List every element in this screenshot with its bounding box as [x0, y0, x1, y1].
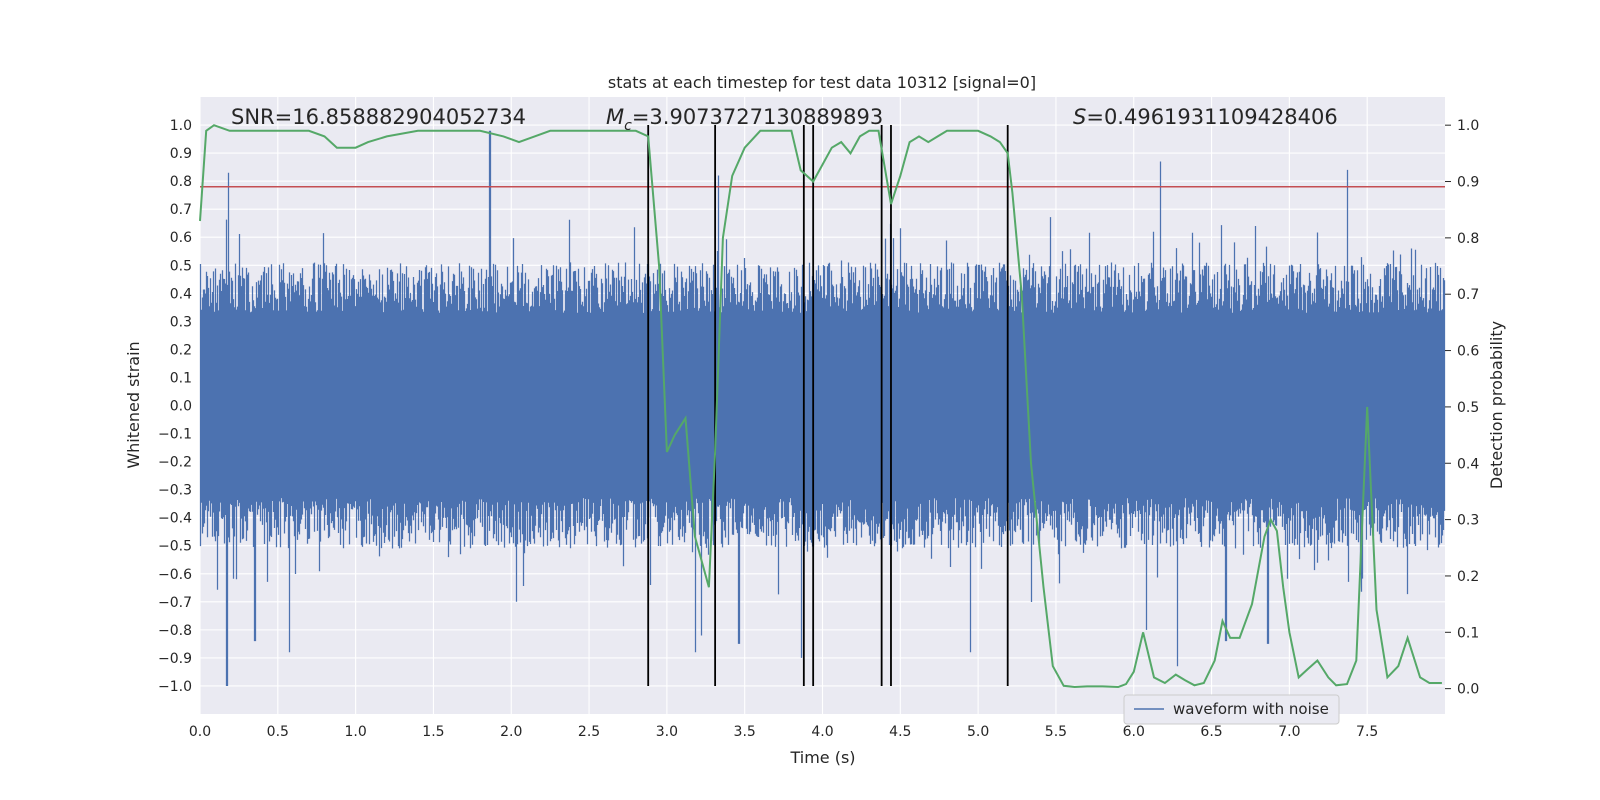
- y-tick-label: −0.9: [158, 651, 192, 667]
- y-left-ticks: 1.0 0.9 0.8 0.7 0.6 0.5 0.4 0.3 0.2 0.1 0.0 −0.1 −0.…: [158, 118, 192, 695]
- probability-series: [199, 124, 1442, 689]
- y-tick-label: −1.0: [158, 679, 192, 695]
- y2-tick-label: 0.0: [1457, 682, 1479, 698]
- y2-tick-label: 0.8: [1457, 231, 1479, 247]
- x-tick-label: 4.5: [889, 724, 911, 740]
- s-annotation: S=0.4961931109428406: [1073, 105, 1338, 129]
- y-tick-label: 0.8: [170, 174, 192, 190]
- y2-tick-label: 0.7: [1457, 287, 1479, 303]
- y-tick-label: −0.7: [158, 595, 192, 611]
- y-tick-label: −0.4: [158, 511, 192, 527]
- y-tick-label: −0.5: [158, 539, 192, 555]
- y-tick-label: 0.0: [170, 399, 192, 415]
- y2-tick-label: 0.5: [1457, 400, 1479, 416]
- y-axis-label: Whitened strain: [124, 341, 143, 468]
- y-tick-label: 0.9: [170, 146, 192, 162]
- y-tick-label: 1.0: [170, 118, 192, 134]
- x-ticks: 0.0 0.5 1.0 1.5 2.0 2.5 3.0 3.5 4.0 4.5 5.0 5.5 6.0 6…: [189, 724, 1378, 740]
- chirp-mass-value: =3.9073727130889893: [632, 105, 883, 129]
- y-tick-label: 0.1: [170, 370, 192, 386]
- s-symbol: S: [1073, 105, 1086, 129]
- x-tick-label: 2.5: [578, 724, 600, 740]
- y-right-ticks: 1.0 0.9 0.8 0.7 0.6 0.5 0.4 0.3 0.2 0.1 0.0: [1445, 118, 1479, 698]
- detection-probability-line: [199, 124, 1442, 689]
- s-value: =0.4961931109428406: [1086, 105, 1337, 129]
- y-tick-label: 0.4: [170, 286, 192, 302]
- y2-tick-label: 0.6: [1457, 344, 1479, 360]
- x-tick-label: 6.0: [1123, 724, 1145, 740]
- y2-tick-label: 1.0: [1457, 118, 1479, 134]
- x-tick-label: 4.0: [811, 724, 833, 740]
- legend: waveform with noise: [1123, 694, 1340, 725]
- y-tick-label: 0.6: [170, 230, 192, 246]
- y2-tick-label: 0.1: [1457, 625, 1479, 641]
- y-tick-label: −0.1: [158, 427, 192, 443]
- y2-tick-label: 0.3: [1457, 513, 1479, 529]
- y2-tick-label: 0.2: [1457, 569, 1479, 585]
- x-tick-label: 5.5: [1045, 724, 1067, 740]
- x-tick-label: 2.0: [500, 724, 522, 740]
- chirp-mass-symbol: M: [606, 105, 624, 129]
- x-tick-label: 3.5: [734, 724, 756, 740]
- y-tick-label: −0.8: [158, 623, 192, 639]
- chirp-mass-subscript: c: [624, 118, 632, 134]
- y-tick-label: 0.3: [170, 314, 192, 330]
- y2-tick-label: 0.4: [1457, 456, 1479, 472]
- y2-tick-label: 0.9: [1457, 175, 1479, 191]
- legend-label: waveform with noise: [1173, 700, 1329, 718]
- vertical-lines: [647, 125, 1009, 686]
- x-tick-label: 3.0: [656, 724, 678, 740]
- x-axis-label: Time (s): [789, 748, 855, 767]
- y-tick-label: 0.5: [170, 258, 192, 274]
- chirp-mass-annotation: Mc=3.9073727130889893: [606, 105, 883, 134]
- x-tick-label: 7.5: [1356, 724, 1378, 740]
- legend-box: [1123, 694, 1340, 725]
- x-tick-label: 6.5: [1200, 724, 1222, 740]
- x-tick-label: 0.0: [189, 724, 211, 740]
- x-tick-label: 5.0: [967, 724, 989, 740]
- x-tick-label: 7.0: [1278, 724, 1300, 740]
- y-tick-label: −0.6: [158, 567, 192, 583]
- x-tick-label: 1.0: [344, 724, 366, 740]
- y2-axis-label: Detection probability: [1487, 321, 1506, 489]
- chart-title: stats at each timestep for test data 103…: [608, 73, 1036, 92]
- y-tick-label: −0.2: [158, 455, 192, 471]
- y-tick-label: −0.3: [158, 483, 192, 499]
- snr-annotation: SNR=16.858882904052734: [231, 105, 526, 129]
- y-tick-label: 0.2: [170, 342, 192, 358]
- x-tick-label: 1.5: [422, 724, 444, 740]
- x-tick-label: 0.5: [267, 724, 289, 740]
- y-tick-label: 0.7: [170, 202, 192, 218]
